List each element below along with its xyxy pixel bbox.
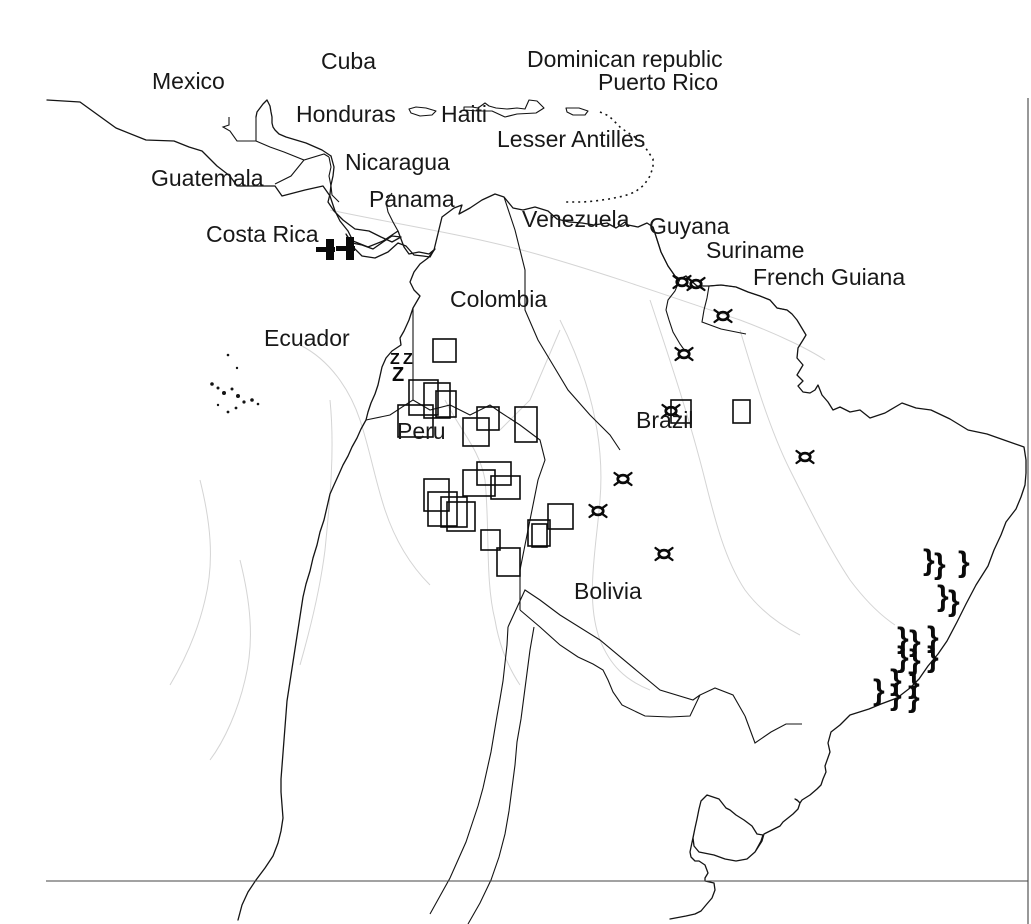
svg-text:}: } bbox=[958, 546, 970, 579]
svg-text:}: } bbox=[934, 548, 946, 581]
svg-text:}: } bbox=[873, 674, 885, 707]
svg-text:}: } bbox=[908, 681, 920, 714]
svg-text:Z: Z bbox=[403, 351, 413, 368]
svg-text:}: } bbox=[890, 679, 902, 712]
svg-text:}: } bbox=[948, 585, 960, 618]
svg-text:Z: Z bbox=[392, 364, 404, 386]
svg-text:}: } bbox=[927, 641, 939, 674]
